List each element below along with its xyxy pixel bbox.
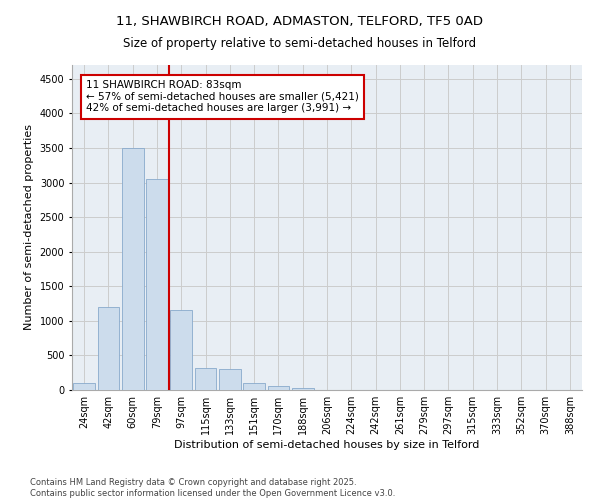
Text: Contains HM Land Registry data © Crown copyright and database right 2025.
Contai: Contains HM Land Registry data © Crown c… [30, 478, 395, 498]
Bar [122, 148, 143, 390]
Bar [219, 370, 241, 390]
Bar [194, 368, 217, 390]
Text: Size of property relative to semi-detached houses in Telford: Size of property relative to semi-detach… [124, 38, 476, 51]
Bar [292, 388, 314, 390]
Bar [268, 386, 289, 390]
Text: 11 SHAWBIRCH ROAD: 83sqm
← 57% of semi-detached houses are smaller (5,421)
42% o: 11 SHAWBIRCH ROAD: 83sqm ← 57% of semi-d… [86, 80, 359, 114]
Bar [170, 310, 192, 390]
Bar [146, 179, 168, 390]
Bar [243, 383, 265, 390]
Text: 11, SHAWBIRCH ROAD, ADMASTON, TELFORD, TF5 0AD: 11, SHAWBIRCH ROAD, ADMASTON, TELFORD, T… [116, 15, 484, 28]
X-axis label: Distribution of semi-detached houses by size in Telford: Distribution of semi-detached houses by … [175, 440, 479, 450]
Bar [73, 383, 95, 390]
Bar [97, 307, 119, 390]
Y-axis label: Number of semi-detached properties: Number of semi-detached properties [24, 124, 34, 330]
